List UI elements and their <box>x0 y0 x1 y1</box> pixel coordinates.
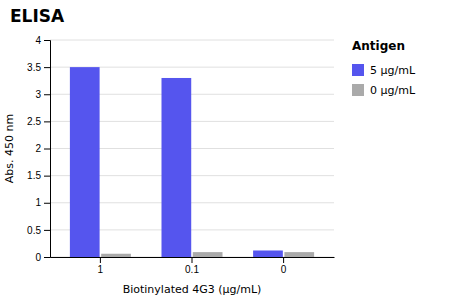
tick-mark <box>44 121 50 122</box>
tick-mark <box>44 67 50 68</box>
axis-line <box>44 41 51 258</box>
legend-swatch <box>352 84 364 96</box>
bar <box>253 250 283 257</box>
tick-label: 4 <box>35 35 41 46</box>
tick-label: 0 <box>281 264 287 275</box>
tick: 0 <box>35 252 50 263</box>
tick-mark <box>44 40 50 41</box>
bar <box>193 252 223 257</box>
chart: ELISA10.1000.511.522.533.54Biotinylated … <box>0 0 449 301</box>
bar <box>70 67 100 257</box>
plot: 10.1000.511.522.533.54 <box>27 35 334 275</box>
x-axis: 10.10 <box>51 257 335 275</box>
tick: 3 <box>35 89 50 100</box>
tick-label: 2.5 <box>27 116 41 127</box>
legend-item: 5 μg/mL <box>352 64 416 77</box>
tick-label: 3 <box>35 89 41 100</box>
tick-label: 0 <box>35 252 41 263</box>
tick-mark <box>44 176 50 177</box>
tick-label: 2 <box>35 143 41 154</box>
x-axis-title: Biotinylated 4G3 (μg/mL) <box>123 283 262 296</box>
legend-title: Antigen <box>352 39 405 53</box>
tick: 1 <box>35 197 50 208</box>
tick: 1.5 <box>27 170 50 181</box>
tick: 0 <box>281 257 287 275</box>
tick: 3.5 <box>27 62 50 73</box>
tick-mark <box>44 230 50 231</box>
legend-label: 5 μg/mL <box>370 64 416 77</box>
grid <box>50 40 334 257</box>
bar <box>284 252 314 257</box>
bar <box>161 78 191 257</box>
tick-mark <box>44 94 50 95</box>
tick-label: 0.1 <box>185 264 199 275</box>
bar <box>101 254 131 257</box>
legend: Antigen 5 μg/mL 0 μg/mL <box>352 39 416 97</box>
y-axis-title: Abs. 450 nm <box>3 114 16 183</box>
tick-mark <box>100 257 101 263</box>
bar-series <box>70 67 283 257</box>
tick-label: 3.5 <box>27 62 41 73</box>
tick-label: 1 <box>98 264 104 275</box>
bar-series <box>101 252 314 257</box>
tick: 1 <box>98 257 104 275</box>
tick-mark <box>192 257 193 263</box>
tick-mark <box>283 257 284 263</box>
legend-swatch <box>352 64 364 76</box>
tick-label: 1 <box>35 197 41 208</box>
tick-label: 1.5 <box>27 170 41 181</box>
tick-mark <box>44 257 50 258</box>
grid-line <box>50 40 334 41</box>
tick-mark <box>44 149 50 150</box>
tick: 4 <box>35 35 50 46</box>
tick-mark <box>44 203 50 204</box>
legend-item: 0 μg/mL <box>352 84 416 97</box>
y-axis: 0 0.5 1 1.5 2 2.5 3 3.5 4 <box>27 35 50 263</box>
bars <box>70 67 314 257</box>
tick: 0.1 <box>185 257 199 275</box>
title: ELISA <box>10 6 65 26</box>
tick: 2.5 <box>27 116 50 127</box>
tick: 0.5 <box>27 225 50 236</box>
legend-label: 0 μg/mL <box>370 84 416 97</box>
tick-label: 0.5 <box>27 225 41 236</box>
tick: 2 <box>35 143 50 154</box>
